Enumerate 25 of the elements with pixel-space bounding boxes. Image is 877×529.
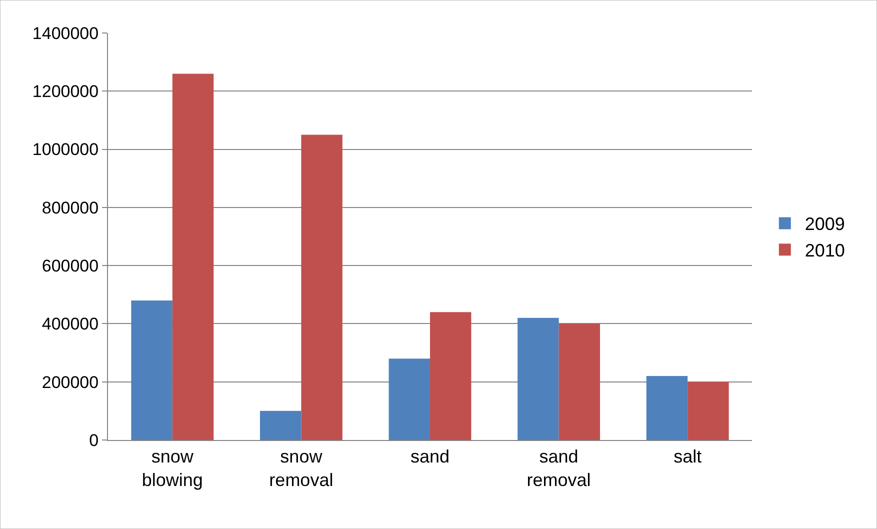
y-tick-label: 1000000 [32,140,99,160]
y-tick-label: 600000 [42,256,99,276]
y-tick-label: 1400000 [32,24,99,43]
legend-label: 2010 [804,240,845,261]
bar [301,134,342,440]
y-tick-label: 0 [89,430,99,450]
bar [646,376,688,440]
bar [688,382,729,440]
x-tick-label: snow blowing [142,446,203,490]
x-tick-label: sand removal [526,446,591,490]
bar [558,324,600,440]
legend-label: 2009 [804,214,845,234]
y-tick-label: 200000 [42,372,99,392]
y-tick-label: 400000 [42,314,99,334]
y-tick-label: 1200000 [32,82,99,102]
x-tick-label: sand [410,446,450,467]
bar [388,358,430,440]
y-tick-label: 800000 [42,198,99,218]
bar [518,318,559,440]
bar [172,74,214,440]
bar [131,300,172,440]
bar [430,312,472,440]
x-tick-label: snow removal [269,446,334,490]
x-tick-label: salt [674,446,702,467]
bar [260,410,302,440]
